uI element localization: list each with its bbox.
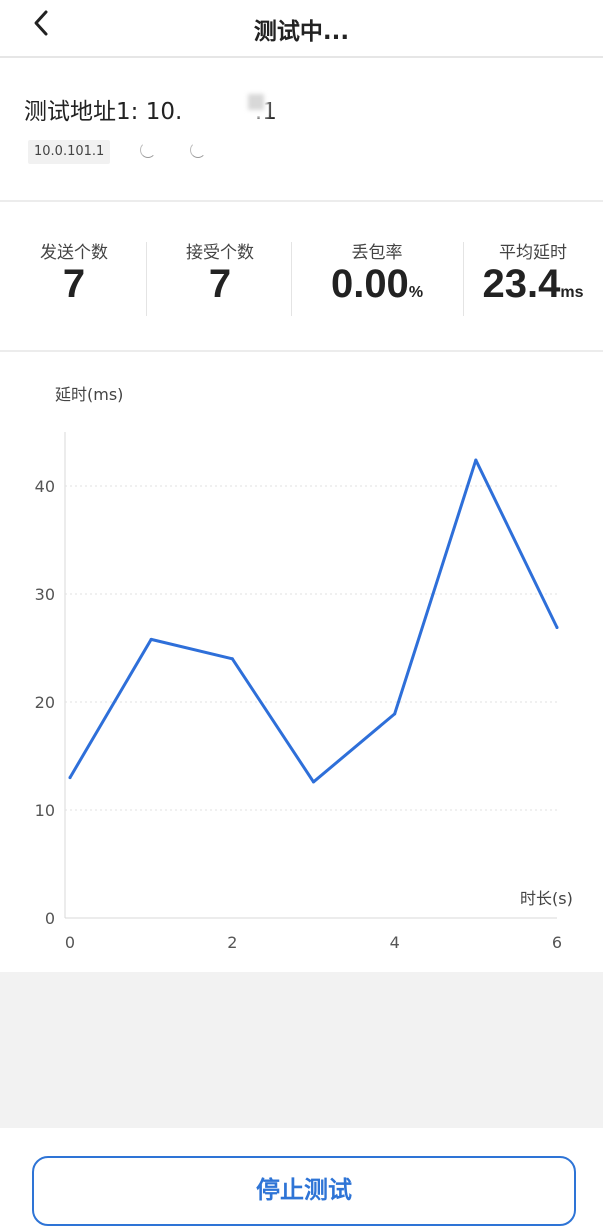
redaction-mask (248, 94, 264, 110)
stat-sent: 发送个数 7 (14, 238, 134, 318)
stat-value: 7 (160, 263, 280, 305)
data-point (474, 459, 477, 462)
x-axis-label: 时长(s) (520, 889, 573, 908)
stat-unit: ms (560, 284, 583, 301)
data-point (556, 626, 559, 629)
address-label: 测试地址1: (24, 99, 138, 125)
x-tick-label: 4 (390, 933, 400, 952)
stat-label: 平均延时 (470, 238, 596, 263)
top-bar: 测试中... (0, 0, 603, 58)
stat-received: 接受个数 7 (160, 238, 280, 318)
stat-label: 丢包率 (304, 238, 450, 263)
spinner-icon (190, 142, 206, 158)
data-point (393, 712, 396, 715)
data-point (69, 776, 72, 779)
address-value-prefix: 10. (146, 99, 183, 125)
stat-value: 7 (14, 263, 134, 305)
data-point (231, 657, 234, 660)
y-tick-label: 0 (45, 909, 55, 928)
stat-unit: % (409, 284, 423, 301)
x-tick-label: 6 (552, 933, 562, 952)
stat-loss: 丢包率 0.00% (304, 238, 450, 318)
latency-line (70, 460, 557, 782)
stat-label: 发送个数 (14, 238, 134, 263)
stop-test-button[interactable]: 停止测试 (32, 1156, 576, 1226)
y-tick-label: 10 (35, 801, 55, 820)
y-tick-label: 40 (35, 477, 55, 496)
data-point (150, 638, 153, 641)
divider (291, 242, 292, 316)
stat-value: 0.00% (304, 263, 450, 314)
y-axis-label: 延时(ms) (55, 385, 123, 404)
y-tick-label: 20 (35, 693, 55, 712)
latency-chart: 延时(ms) 时长(s) 0 10 20 30 40 0 2 4 6 (0, 352, 603, 972)
address-section: 测试地址1: 10. .1 10.0.101.1 (0, 58, 603, 202)
x-tick-label: 0 (65, 933, 75, 952)
blank-panel (0, 972, 603, 1128)
x-tick-label: 2 (227, 933, 237, 952)
stat-value: 23.4ms (470, 263, 596, 314)
page-title: 测试中... (0, 12, 603, 46)
divider (146, 242, 147, 316)
y-tick-label: 30 (35, 585, 55, 604)
ip-chip: 10.0.101.1 (28, 140, 110, 164)
data-point (312, 780, 315, 783)
spinner-icon (140, 142, 156, 158)
stat-latency: 平均延时 23.4ms (470, 238, 596, 318)
divider (463, 242, 464, 316)
stats-panel: 发送个数 7 接受个数 7 丢包率 0.00% 平均延时 23.4ms (0, 202, 603, 352)
stat-label: 接受个数 (160, 238, 280, 263)
